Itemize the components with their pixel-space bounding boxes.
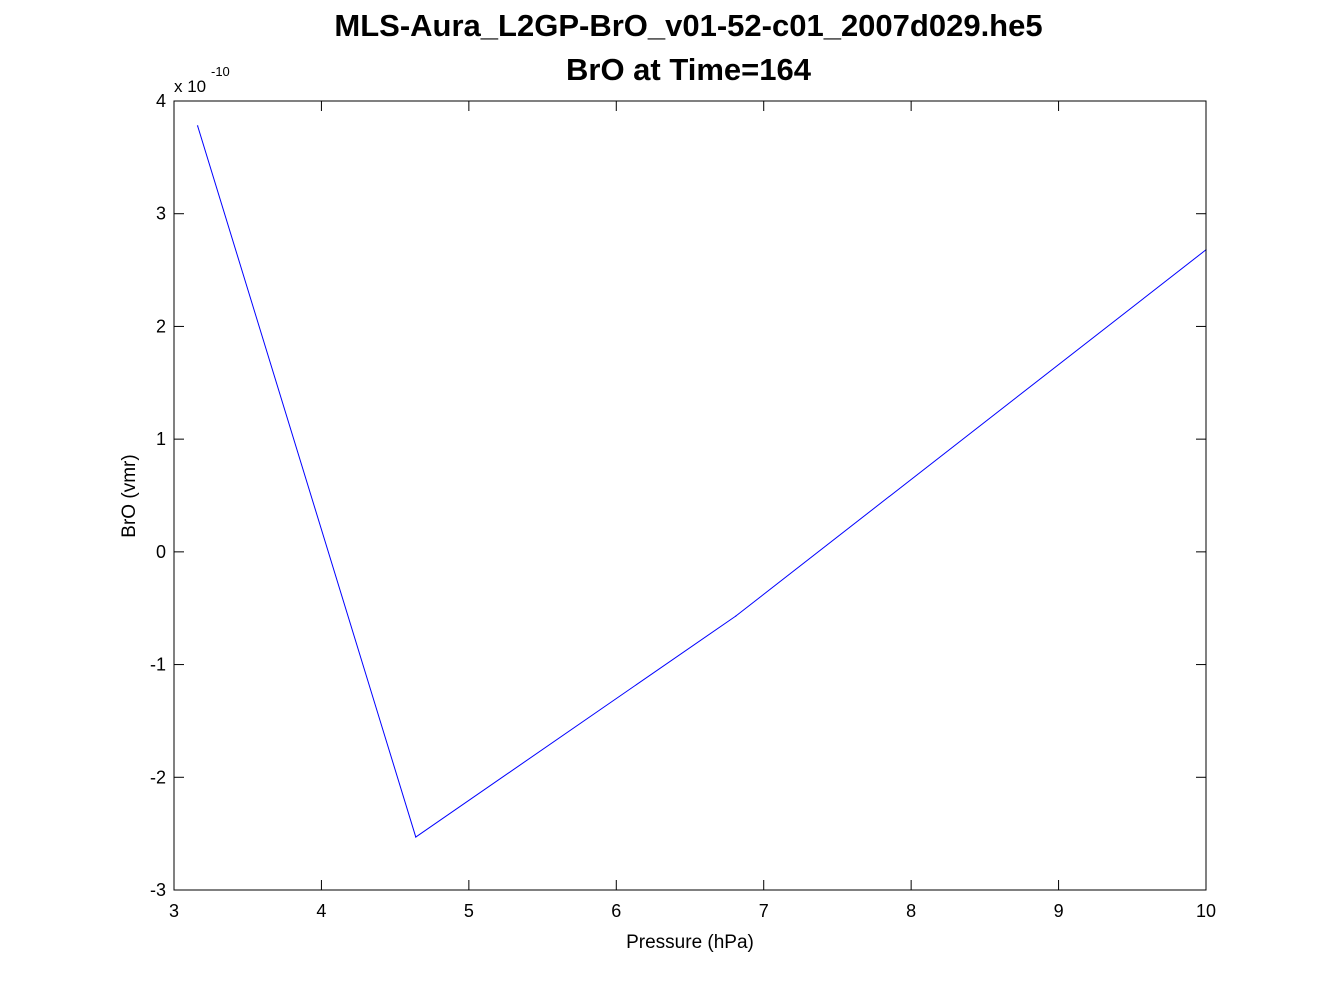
y-tick-label: 2	[156, 316, 166, 336]
chart-title: MLS-Aura_L2GP-BrO_v01-52-c01_2007d029.he…	[334, 8, 1043, 43]
x-tick-label: 3	[169, 901, 179, 921]
y-tick-label: 0	[156, 542, 166, 562]
x-tick-label: 5	[464, 901, 474, 921]
x-axis-label: Pressure (hPa)	[626, 932, 754, 953]
x-tick-label: 9	[1054, 901, 1064, 921]
y-axis-multiplier-exponent: -10	[211, 64, 230, 79]
data-point	[735, 615, 737, 617]
x-tick-label: 6	[611, 901, 621, 921]
data-point	[415, 836, 417, 838]
x-tick-label: 8	[906, 901, 916, 921]
data-point	[196, 125, 199, 127]
y-tick-label: -3	[150, 880, 166, 900]
y-axis-label: BrO (vmr)	[119, 454, 140, 537]
series-line	[197, 125, 1207, 838]
y-tick-label: 1	[156, 429, 166, 449]
x-tick-label: 10	[1196, 901, 1216, 921]
ticks-layer	[173, 100, 1207, 891]
y-tick-label: -2	[150, 767, 166, 787]
y-tick-label: 4	[156, 91, 166, 111]
y-tick-label: 3	[156, 204, 166, 224]
y-axis-multiplier: x 10	[174, 77, 206, 96]
x-tick-label: 7	[759, 901, 769, 921]
series-layer	[196, 125, 1207, 838]
tick-labels-layer: 3 4 5 6 7 8 9 10 -3 -2 -1 0 1 2 3 4	[150, 91, 1216, 921]
y-tick-label: -1	[150, 655, 166, 675]
chart-subtitle: BrO at Time=164	[566, 52, 811, 87]
plot-frame	[173, 100, 1207, 891]
x-tick-label: 4	[316, 901, 326, 921]
